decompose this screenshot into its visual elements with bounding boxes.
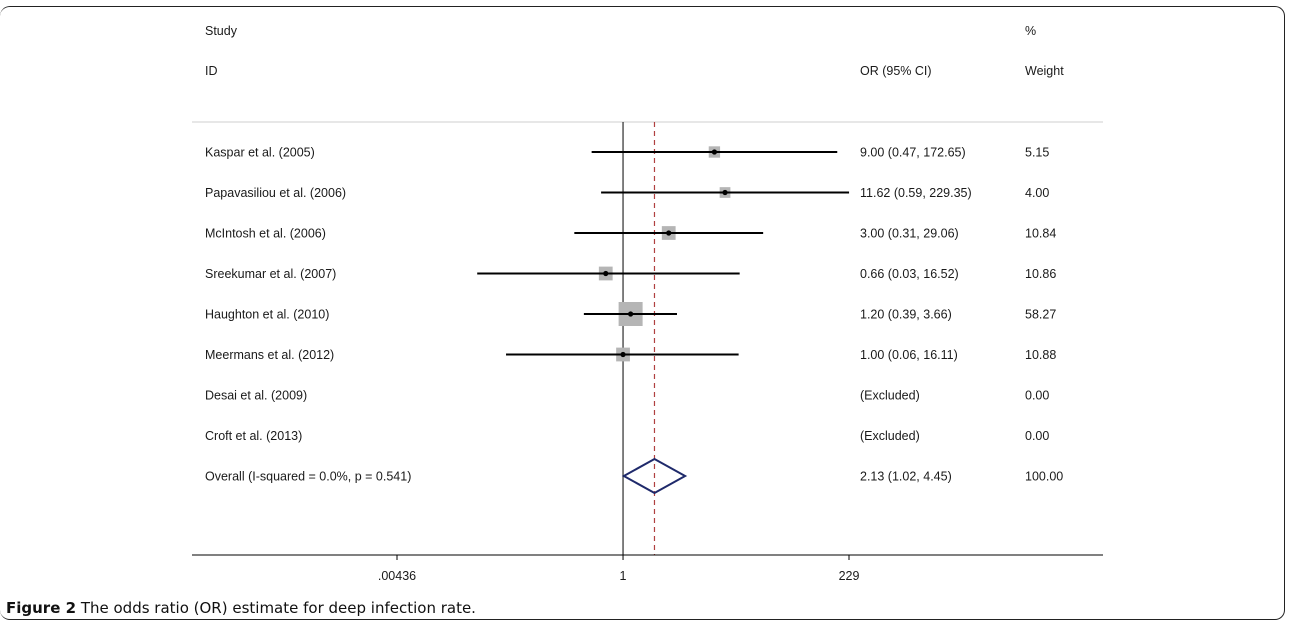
study-ci-text: 11.62 (0.59, 229.35)	[860, 186, 972, 200]
study-ci-text: 9.00 (0.47, 172.65)	[860, 146, 966, 160]
study-weight: 0.00	[1025, 429, 1049, 443]
header-study: Study	[205, 24, 238, 38]
caption-text: The odds ratio (OR) estimate for deep in…	[80, 599, 476, 617]
x-tick-label: .00436	[378, 569, 416, 583]
study-name: Kaspar et al. (2005)	[205, 146, 315, 160]
study-name: Desai et al. (2009)	[205, 389, 307, 403]
x-tick-label: 1	[620, 569, 627, 583]
study-name: McIntosh et al. (2006)	[205, 227, 326, 241]
overall-diamond	[621, 457, 688, 495]
figure-caption: Figure 2 The odds ratio (OR) estimate fo…	[6, 599, 476, 617]
header-weight: Weight	[1025, 64, 1064, 78]
point-estimate	[603, 270, 609, 277]
point-estimate	[628, 311, 634, 317]
point-estimate	[620, 351, 626, 358]
study-ci-text: 1.20 (0.39, 3.66)	[860, 308, 952, 322]
study-weight: 4.00	[1025, 186, 1049, 200]
study-ci-text: 1.00 (0.06, 16.11)	[860, 348, 958, 362]
study-name: Meermans et al. (2012)	[205, 348, 334, 362]
study-name: Papavasiliou et al. (2006)	[205, 186, 346, 200]
study-ci-text: (Excluded)	[860, 389, 920, 403]
overall-name: Overall (I-squared = 0.0%, p = 0.541)	[205, 470, 411, 484]
study-weight: 0.00	[1025, 389, 1049, 403]
study-weight: 58.27	[1025, 308, 1056, 322]
study-ci-text: 0.66 (0.03, 16.52)	[860, 267, 959, 281]
point-estimate	[666, 230, 672, 236]
study-ci-text: (Excluded)	[860, 429, 920, 443]
x-tick-label: 229	[839, 569, 860, 583]
header-or: OR (95% CI)	[860, 64, 932, 78]
study-name: Haughton et al. (2010)	[205, 308, 329, 322]
study-weight: 10.88	[1025, 348, 1056, 362]
study-ci-text: 3.00 (0.31, 29.06)	[860, 227, 959, 241]
overall-ci-text: 2.13 (1.02, 4.45)	[860, 470, 952, 484]
point-estimate	[722, 189, 728, 196]
caption-label: Figure 2	[6, 599, 77, 617]
study-weight: 10.86	[1025, 267, 1056, 281]
figure-frame	[0, 6, 1285, 620]
header-percent: %	[1025, 24, 1036, 38]
study-weight: 5.15	[1025, 146, 1049, 160]
study-name: Sreekumar et al. (2007)	[205, 267, 336, 281]
header-group: Study ID OR (95% CI) % Weight	[205, 24, 1064, 78]
overall-weight: 100.00	[1025, 470, 1063, 484]
study-name: Croft et al. (2013)	[205, 429, 302, 443]
study-weight: 10.84	[1025, 227, 1056, 241]
header-id: ID	[205, 64, 218, 78]
point-estimate	[711, 149, 718, 155]
